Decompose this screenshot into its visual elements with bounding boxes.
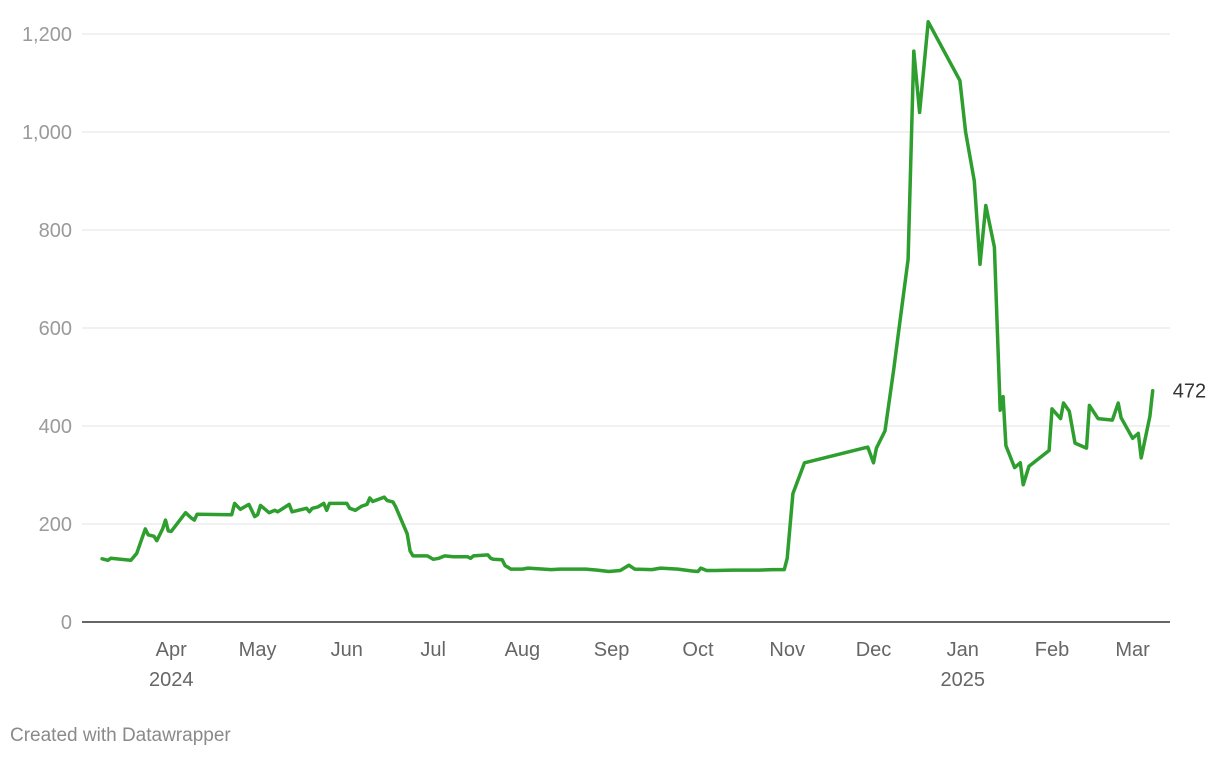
y-tick-label: 1,000 bbox=[22, 122, 72, 144]
x-tick-label: Sep bbox=[594, 639, 630, 661]
credit-text: Created with Datawrapper bbox=[10, 725, 231, 746]
x-tick-label: Nov bbox=[769, 639, 805, 661]
x-tick-label: Mar bbox=[1115, 639, 1150, 661]
x-tick-year-label: 2025 bbox=[941, 669, 986, 691]
chart-svg: 0 200 400 600 800 1,000 1,200 Apr 2024 May Jun Jul… bbox=[22, 20, 1206, 691]
y-axis: 0 200 400 600 800 1,000 1,200 bbox=[22, 24, 72, 634]
x-tick-label: Feb bbox=[1035, 639, 1069, 661]
x-tick-label: Oct bbox=[682, 639, 714, 661]
y-tick-label: 200 bbox=[39, 514, 72, 536]
y-tick-label: 800 bbox=[39, 220, 72, 242]
y-tick-label: 0 bbox=[61, 612, 72, 634]
series-line bbox=[100, 20, 1155, 574]
x-tick-label: May bbox=[239, 639, 277, 661]
x-tick-label: Jul bbox=[420, 639, 446, 661]
x-tick-label: Apr bbox=[156, 639, 187, 661]
y-tick-label: 400 bbox=[39, 416, 72, 438]
x-tick-label: Dec bbox=[856, 639, 892, 661]
y-tick-label: 600 bbox=[39, 318, 72, 340]
x-tick-label: Aug bbox=[505, 639, 541, 661]
series-layer: 472 bbox=[100, 20, 1206, 574]
grid-lines bbox=[82, 33, 1170, 525]
x-tick-year-label: 2024 bbox=[149, 669, 194, 691]
x-tick-label: Jun bbox=[331, 639, 363, 661]
x-axis: Apr 2024 May Jun Jul Aug Sep Oct Nov Dec Jan 2025 Fe… bbox=[82, 621, 1170, 691]
end-value-label: 472 bbox=[1173, 381, 1206, 403]
y-tick-label: 1,200 bbox=[22, 24, 72, 46]
x-tick-label: Jan bbox=[947, 639, 979, 661]
